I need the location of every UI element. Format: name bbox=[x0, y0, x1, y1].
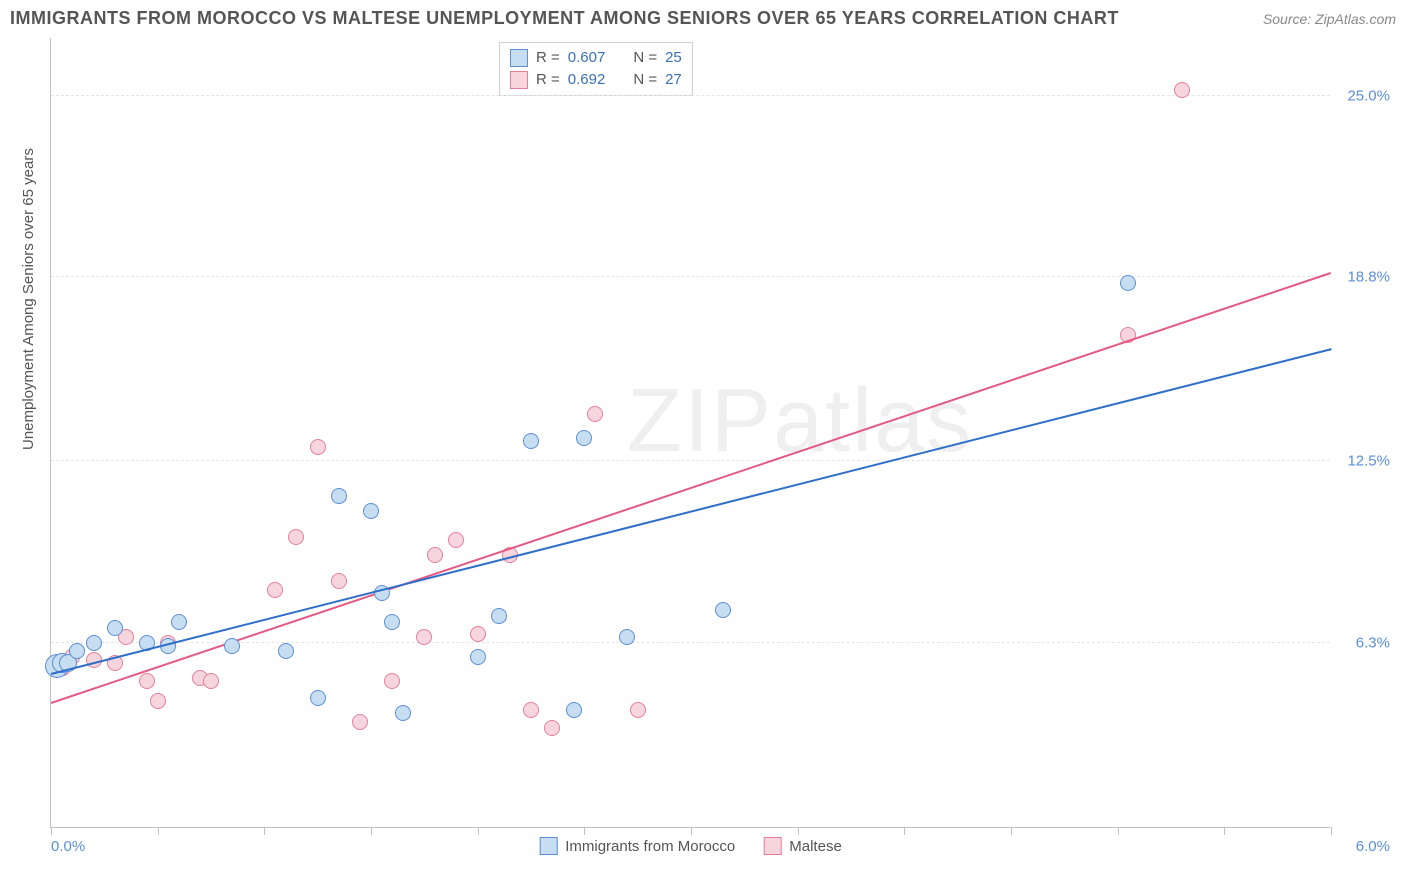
data-point-maltese bbox=[288, 529, 304, 545]
title-bar: IMMIGRANTS FROM MOROCCO VS MALTESE UNEMP… bbox=[10, 8, 1396, 29]
legend-row: R = 0.607 N = 25 bbox=[510, 47, 682, 69]
x-tick bbox=[904, 827, 905, 835]
data-point-morocco bbox=[171, 614, 187, 630]
x-tick bbox=[371, 827, 372, 835]
series-legend: Immigrants from Morocco Maltese bbox=[539, 837, 842, 855]
legend-r-label: R = bbox=[536, 47, 560, 69]
data-point-maltese bbox=[150, 693, 166, 709]
data-point-morocco bbox=[1120, 275, 1136, 291]
x-tick bbox=[691, 827, 692, 835]
x-tick bbox=[1011, 827, 1012, 835]
data-point-maltese bbox=[470, 626, 486, 642]
data-point-maltese bbox=[1174, 82, 1190, 98]
data-point-morocco bbox=[224, 638, 240, 654]
gridline bbox=[51, 276, 1330, 277]
legend-swatch bbox=[763, 837, 781, 855]
data-point-maltese bbox=[523, 702, 539, 718]
y-tick-label: 6.3% bbox=[1356, 634, 1390, 651]
x-tick bbox=[1118, 827, 1119, 835]
legend-r-value: 0.692 bbox=[568, 69, 606, 91]
y-axis-label: Unemployment Among Seniors over 65 years bbox=[20, 148, 37, 450]
x-tick bbox=[158, 827, 159, 835]
chart-title: IMMIGRANTS FROM MOROCCO VS MALTESE UNEMP… bbox=[10, 8, 1119, 29]
data-point-maltese bbox=[203, 673, 219, 689]
legend-swatch bbox=[510, 49, 528, 67]
legend-item: Maltese bbox=[763, 837, 842, 855]
data-point-morocco bbox=[107, 620, 123, 636]
x-axis-max-label: 6.0% bbox=[1356, 838, 1390, 855]
legend-item: Immigrants from Morocco bbox=[539, 837, 735, 855]
data-point-maltese bbox=[139, 673, 155, 689]
data-point-maltese bbox=[352, 714, 368, 730]
x-tick bbox=[584, 827, 585, 835]
data-point-morocco bbox=[331, 488, 347, 504]
data-point-morocco bbox=[491, 608, 507, 624]
legend-swatch bbox=[510, 71, 528, 89]
source-label: Source: ZipAtlas.com bbox=[1263, 11, 1396, 27]
data-point-maltese bbox=[448, 532, 464, 548]
y-tick-label: 12.5% bbox=[1347, 453, 1390, 470]
gridline bbox=[51, 95, 1330, 96]
data-point-maltese bbox=[331, 573, 347, 589]
x-axis-min-label: 0.0% bbox=[51, 838, 85, 855]
x-tick bbox=[1331, 827, 1332, 835]
y-tick-label: 25.0% bbox=[1347, 87, 1390, 104]
legend-n-label: N = bbox=[633, 69, 657, 91]
legend-swatch bbox=[539, 837, 557, 855]
legend-n-label: N = bbox=[633, 47, 657, 69]
gridline bbox=[51, 642, 1330, 643]
data-point-morocco bbox=[69, 643, 85, 659]
data-point-morocco bbox=[384, 614, 400, 630]
data-point-morocco bbox=[715, 602, 731, 618]
legend-r-value: 0.607 bbox=[568, 47, 606, 69]
gridline bbox=[51, 460, 1330, 461]
legend-row: R = 0.692 N = 27 bbox=[510, 69, 682, 91]
data-point-maltese bbox=[416, 629, 432, 645]
data-point-morocco bbox=[86, 635, 102, 651]
data-point-morocco bbox=[576, 430, 592, 446]
data-point-morocco bbox=[470, 649, 486, 665]
data-point-morocco bbox=[278, 643, 294, 659]
data-point-morocco bbox=[619, 629, 635, 645]
data-point-morocco bbox=[566, 702, 582, 718]
legend-label: Maltese bbox=[789, 838, 842, 855]
data-point-maltese bbox=[384, 673, 400, 689]
x-tick bbox=[1224, 827, 1225, 835]
trend-line-maltese bbox=[51, 272, 1332, 704]
legend-n-value: 27 bbox=[665, 69, 682, 91]
data-point-maltese bbox=[544, 720, 560, 736]
y-tick-label: 18.8% bbox=[1347, 268, 1390, 285]
data-point-maltese bbox=[587, 406, 603, 422]
data-point-maltese bbox=[267, 582, 283, 598]
correlation-legend: R = 0.607 N = 25 R = 0.692 N = 27 bbox=[499, 42, 693, 96]
trend-line-morocco bbox=[51, 348, 1331, 675]
data-point-maltese bbox=[427, 547, 443, 563]
legend-label: Immigrants from Morocco bbox=[565, 838, 735, 855]
legend-r-label: R = bbox=[536, 69, 560, 91]
scatter-plot: ZIPatlas R =0.607N =25R =0.692N =27 Immi… bbox=[50, 38, 1330, 828]
data-point-morocco bbox=[395, 705, 411, 721]
x-tick bbox=[264, 827, 265, 835]
x-tick bbox=[798, 827, 799, 835]
data-point-morocco bbox=[363, 503, 379, 519]
data-point-maltese bbox=[630, 702, 646, 718]
data-point-morocco bbox=[523, 433, 539, 449]
x-tick bbox=[478, 827, 479, 835]
x-tick bbox=[51, 827, 52, 835]
data-point-maltese bbox=[310, 439, 326, 455]
watermark: ZIPatlas bbox=[627, 370, 973, 473]
data-point-morocco bbox=[310, 690, 326, 706]
legend-n-value: 25 bbox=[665, 47, 682, 69]
